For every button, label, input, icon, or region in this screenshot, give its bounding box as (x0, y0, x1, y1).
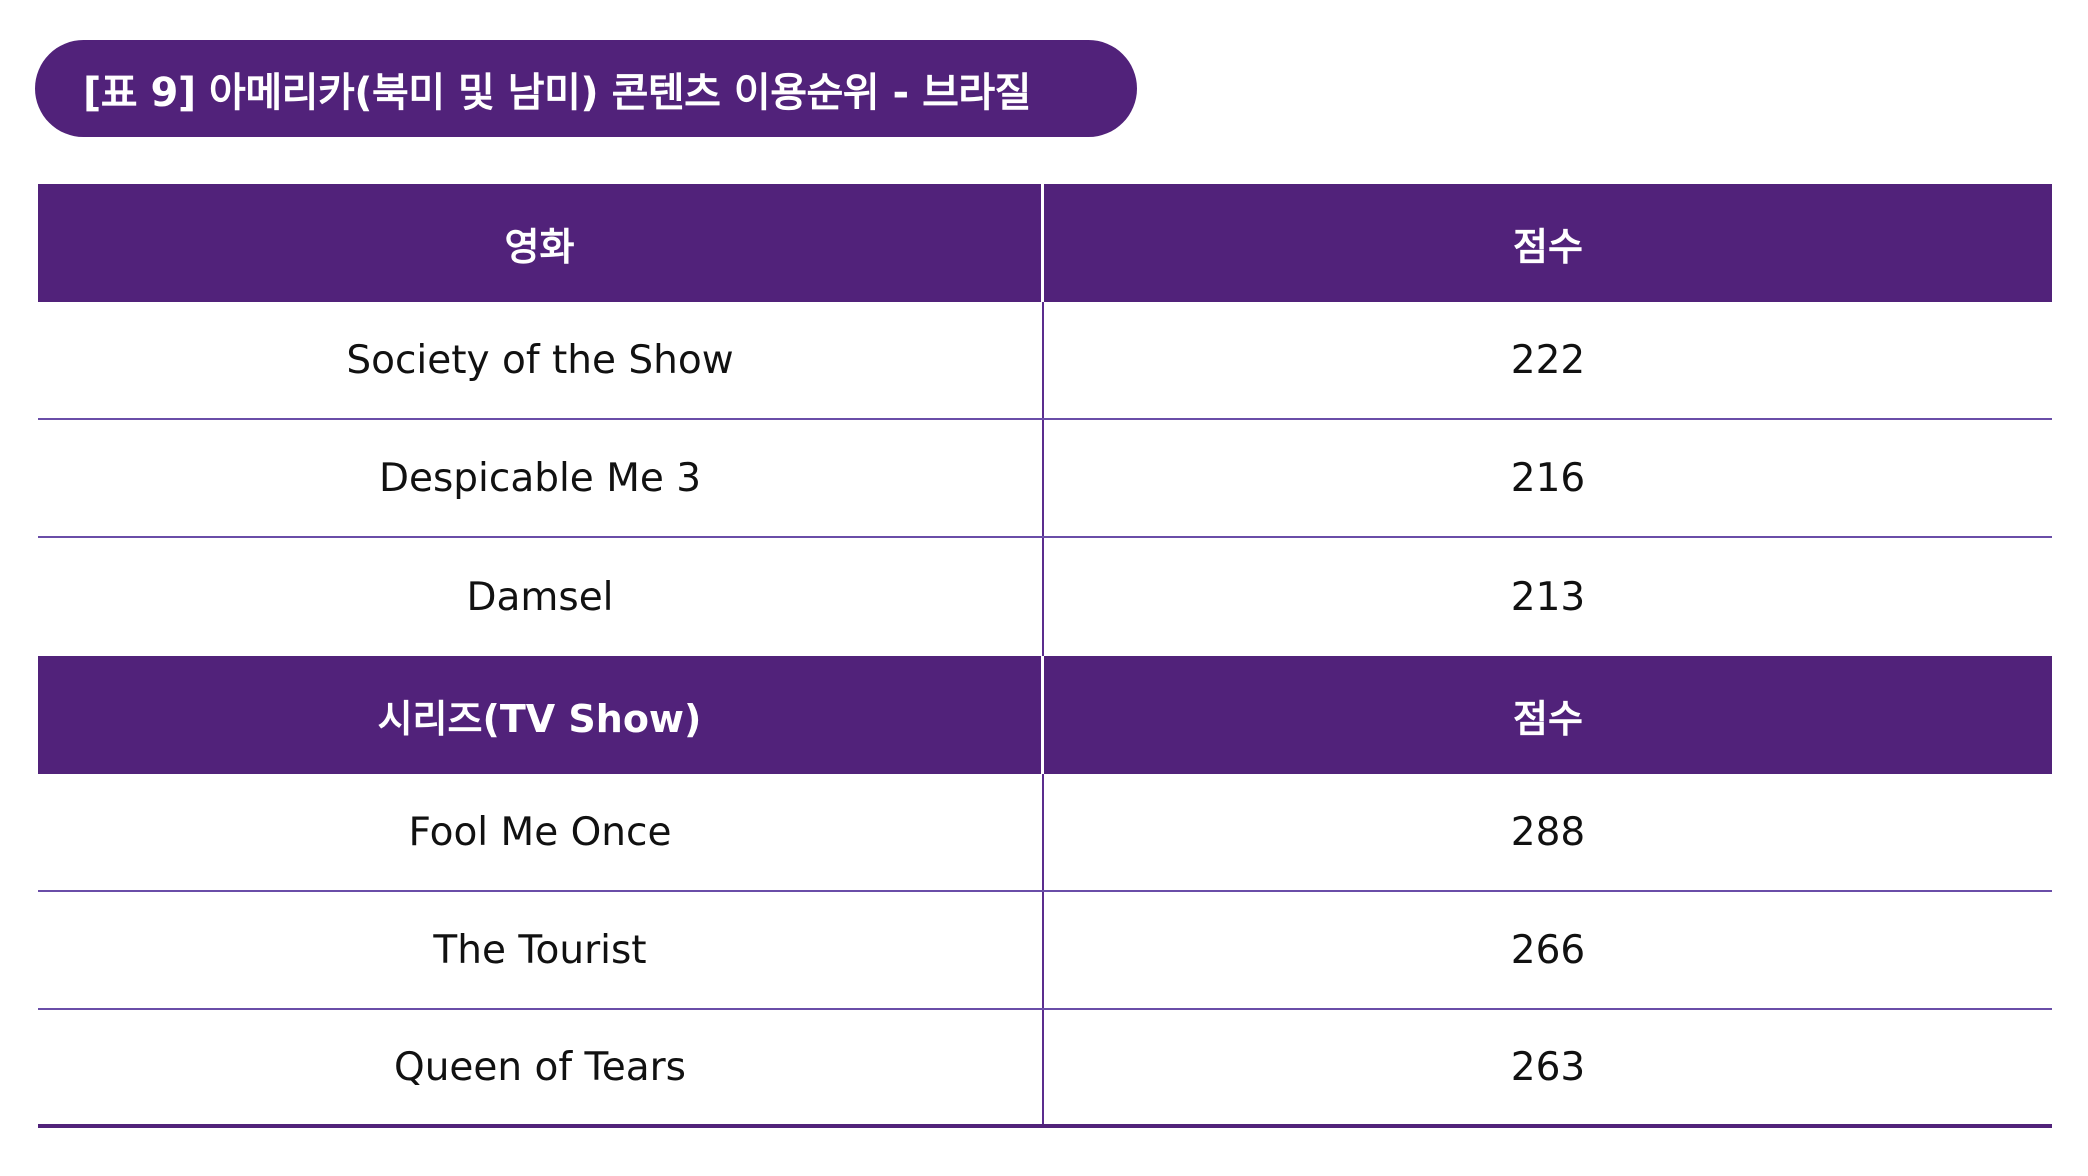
table-row: Fool Me Once 288 (38, 774, 2052, 892)
table-title: [표 9] 아메리카(북미 및 남미) 콘텐츠 이용순위 - 브라질 (35, 40, 1137, 137)
title-cell: The Tourist (38, 892, 1044, 1008)
table-row: Queen of Tears 263 (38, 1010, 2052, 1128)
score-cell: 263 (1510, 1044, 1586, 1090)
score-cell: 213 (1510, 574, 1586, 620)
table-row: Society of the Show 222 (38, 302, 2052, 420)
column-header-score: 점수 (1513, 696, 1583, 741)
title-cell: Queen of Tears (38, 1010, 1044, 1124)
table-row: The Tourist 266 (38, 892, 2052, 1010)
title-cell: Society of the Show (38, 302, 1044, 418)
table-header-row-movies: 영화 점수 (38, 184, 2052, 302)
score-cell: 288 (1510, 809, 1586, 855)
title-cell: Fool Me Once (38, 774, 1044, 890)
table-title-text: [표 9] 아메리카(북미 및 남미) 콘텐츠 이용순위 - 브라질 (83, 69, 1031, 116)
column-header-movie: 영화 (38, 184, 1044, 302)
score-cell: 222 (1510, 337, 1586, 383)
column-header-series: 시리즈(TV Show) (38, 656, 1044, 774)
table-row: Damsel 213 (38, 538, 2052, 656)
title-cell: Damsel (38, 538, 1044, 656)
column-header-score: 점수 (1513, 224, 1583, 269)
score-cell: 216 (1510, 455, 1586, 501)
table-header-row-series: 시리즈(TV Show) 점수 (38, 656, 2052, 774)
score-cell: 266 (1510, 927, 1586, 973)
title-cell: Despicable Me 3 (38, 420, 1044, 536)
ranking-table: 영화 점수 Society of the Show 222 Despicable… (38, 184, 2052, 1128)
table-row: Despicable Me 3 216 (38, 420, 2052, 538)
